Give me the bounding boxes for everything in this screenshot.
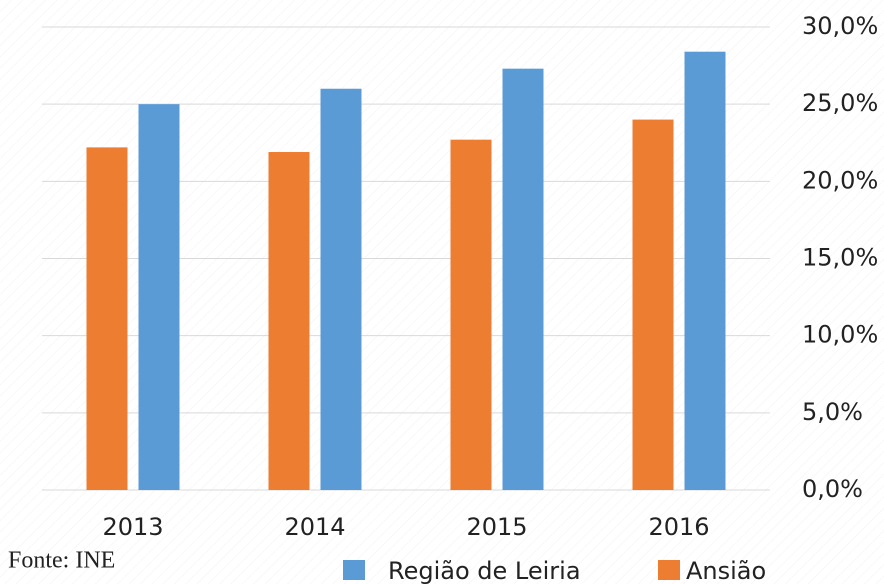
- bar: [138, 104, 180, 491]
- y-tick-label: 15,0%: [802, 244, 878, 272]
- legend-swatch: [343, 560, 365, 580]
- bar: [632, 119, 674, 490]
- x-tick-label: 2016: [648, 513, 709, 541]
- legend-label: Ansião: [686, 557, 766, 584]
- source-note: Fonte: INE: [8, 548, 115, 574]
- bar: [320, 88, 362, 490]
- bar: [268, 152, 310, 490]
- bar: [684, 51, 726, 491]
- x-tick-label: 2015: [466, 513, 527, 541]
- y-tick-label: 25,0%: [802, 89, 878, 117]
- bar: [450, 139, 492, 490]
- x-tick-label: 2013: [102, 513, 163, 541]
- legend-label: Região de Leiria: [388, 557, 581, 584]
- y-tick-label: 20,0%: [802, 166, 878, 194]
- y-tick-label: 5,0%: [802, 398, 863, 426]
- y-tick-label: 30,0%: [802, 12, 878, 40]
- y-tick-label: 0,0%: [802, 475, 863, 503]
- legend-swatch: [658, 560, 680, 580]
- y-tick-label: 10,0%: [802, 321, 878, 349]
- bar: [502, 68, 544, 491]
- x-tick-label: 2014: [284, 513, 345, 541]
- bar: [86, 147, 128, 490]
